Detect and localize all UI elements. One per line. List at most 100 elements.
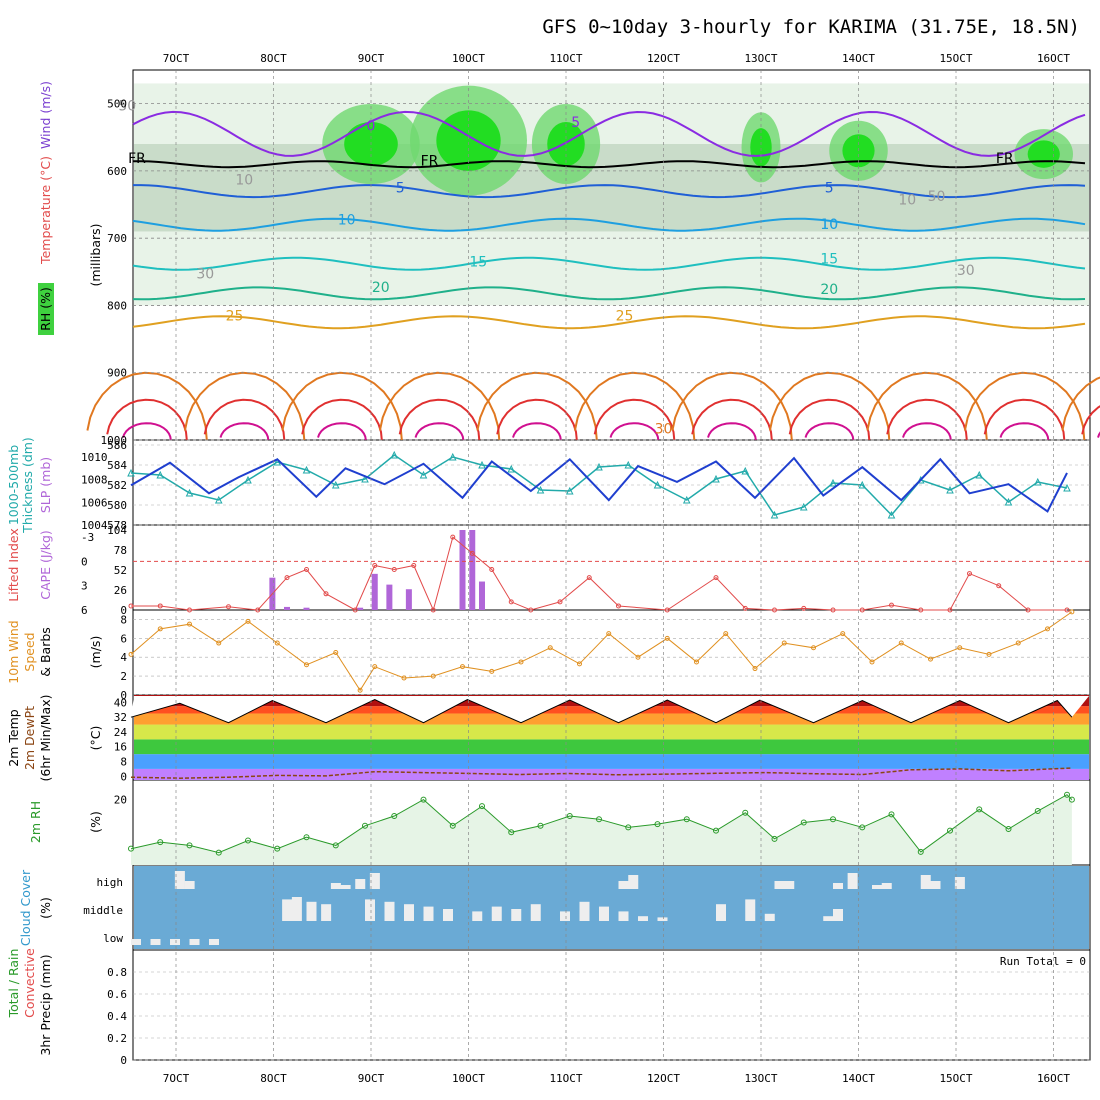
- thickness-point: [565, 486, 574, 495]
- upper-y-tick: 900: [107, 367, 127, 380]
- contour-label: 10: [338, 213, 356, 229]
- thickness-point: [829, 478, 837, 487]
- isotherm-15: [132, 256, 1086, 271]
- upper-y-tick: 600: [107, 165, 127, 178]
- surface-isotherm: [804, 422, 855, 441]
- date-label-top: 13OCT: [744, 52, 777, 65]
- wind-speed-point: [489, 668, 495, 674]
- rh2m-point: [186, 842, 193, 849]
- cloud-label1: Cloud Cover: [18, 869, 33, 946]
- contour-label: 5: [571, 115, 580, 131]
- upper-temp-label: Temperature (°C): [38, 156, 53, 265]
- cloud-middle-bar: [764, 913, 775, 921]
- cloud-high-bar: [774, 881, 785, 889]
- cloud-low-bar: [209, 939, 219, 945]
- lifted-index-point: [391, 567, 397, 573]
- cloud-middle-bar: [511, 909, 522, 921]
- cloud-label2: (%): [38, 897, 53, 919]
- rh2m-point: [362, 822, 368, 829]
- rh2m-point: [859, 824, 866, 831]
- precip-y-tick: 0.6: [107, 988, 127, 1001]
- lifted-index-point: [284, 575, 290, 581]
- lifted-index-series: [131, 536, 1067, 612]
- temp-y-tick: 0: [120, 770, 127, 783]
- wind-speed-point: [357, 687, 363, 693]
- thickness-y-tick: 584: [107, 459, 127, 472]
- wind-speed-point: [811, 645, 816, 651]
- thickness-point: [536, 485, 545, 494]
- wind-speed-point: [752, 666, 758, 672]
- temperature-band: [134, 739, 1089, 755]
- surface-isotherm: [183, 371, 306, 441]
- date-label-top: 8OCT: [260, 52, 287, 65]
- surface-isotherm: [414, 422, 465, 441]
- cloud-middle-bar: [833, 909, 843, 921]
- date-label-top: 9OCT: [358, 52, 385, 65]
- cape-bar: [371, 573, 378, 610]
- wind-speed-point: [781, 640, 787, 646]
- wind-speed-point: [216, 640, 222, 646]
- cloud-middle-bar: [472, 911, 483, 921]
- date-label-bottom: 12OCT: [647, 1072, 680, 1085]
- rh2m-point: [625, 824, 632, 831]
- precip-y-tick: 0: [120, 1054, 127, 1067]
- lifted-index-point: [1064, 607, 1070, 613]
- contour-label: 30: [655, 421, 673, 437]
- thickness-series: [130, 454, 1068, 517]
- wind-label2: Speed: [22, 632, 37, 671]
- wind-speed-point: [577, 661, 582, 667]
- thickness-point: [302, 465, 311, 474]
- cloud-middle-bar: [365, 899, 375, 921]
- thickness-point: [1063, 483, 1071, 492]
- wind-speed-point: [635, 654, 641, 660]
- rh-y-tick: 20: [114, 794, 127, 807]
- surface-isotherm: [609, 422, 660, 441]
- cloud-middle-bar: [423, 906, 434, 921]
- precip-label2: Convective: [22, 948, 37, 1018]
- precip-label3: 3hr Precip (mm): [38, 954, 53, 1055]
- wind-speed-point: [986, 651, 992, 657]
- contour-label: 10: [235, 172, 253, 188]
- date-label-top: 7OCT: [163, 52, 190, 65]
- isotherm-5: [133, 184, 1086, 199]
- panel-frame-precip: [132, 949, 1091, 1061]
- surface-isotherm: [963, 371, 1086, 441]
- lifted-index-point: [128, 603, 134, 609]
- cape-bar: [284, 606, 290, 610]
- cloud-middle-bar: [618, 911, 629, 921]
- surface-isotherm: [281, 371, 403, 441]
- thickness-y-tick: 586: [107, 439, 127, 452]
- cloud-high-bar: [369, 873, 380, 889]
- wind-y-tick: 0: [120, 689, 127, 702]
- lifted-index-point: [830, 607, 836, 613]
- rh2m-point: [420, 796, 427, 803]
- isotherm-0: [132, 110, 1086, 157]
- rh2m-point: [888, 811, 895, 818]
- contour-label: 5: [396, 180, 405, 196]
- date-label-bottom: 14OCT: [842, 1072, 875, 1085]
- cloud-high-bar: [881, 883, 892, 889]
- wind-speed-point: [694, 659, 699, 665]
- thickness-label2: Thickness (dm): [20, 437, 35, 534]
- thickness-point: [331, 480, 340, 489]
- surface-isotherm: [768, 371, 891, 441]
- rh2m-label2: (%): [88, 811, 103, 833]
- lifted-index-point: [469, 550, 475, 556]
- rh2m-point: [683, 816, 690, 823]
- rh2m-point: [391, 812, 398, 819]
- lifted-label: Lifted Index: [6, 528, 21, 602]
- contour-label: 30: [957, 263, 975, 279]
- date-label-bottom: 8OCT: [260, 1072, 287, 1085]
- cloud-high-bar: [847, 873, 858, 889]
- contour-label: 10: [820, 217, 838, 233]
- contour-label: 10: [820, 217, 838, 233]
- cloud-low-bar: [131, 939, 141, 945]
- surface-isotherm: [301, 398, 383, 441]
- temp-y-tick: 8: [120, 756, 127, 769]
- cape-bar: [357, 607, 364, 610]
- lifted-index-point: [742, 605, 748, 611]
- temperature-band: [134, 724, 1089, 740]
- rh2m-point: [713, 827, 719, 834]
- surface-isotherm: [573, 371, 696, 441]
